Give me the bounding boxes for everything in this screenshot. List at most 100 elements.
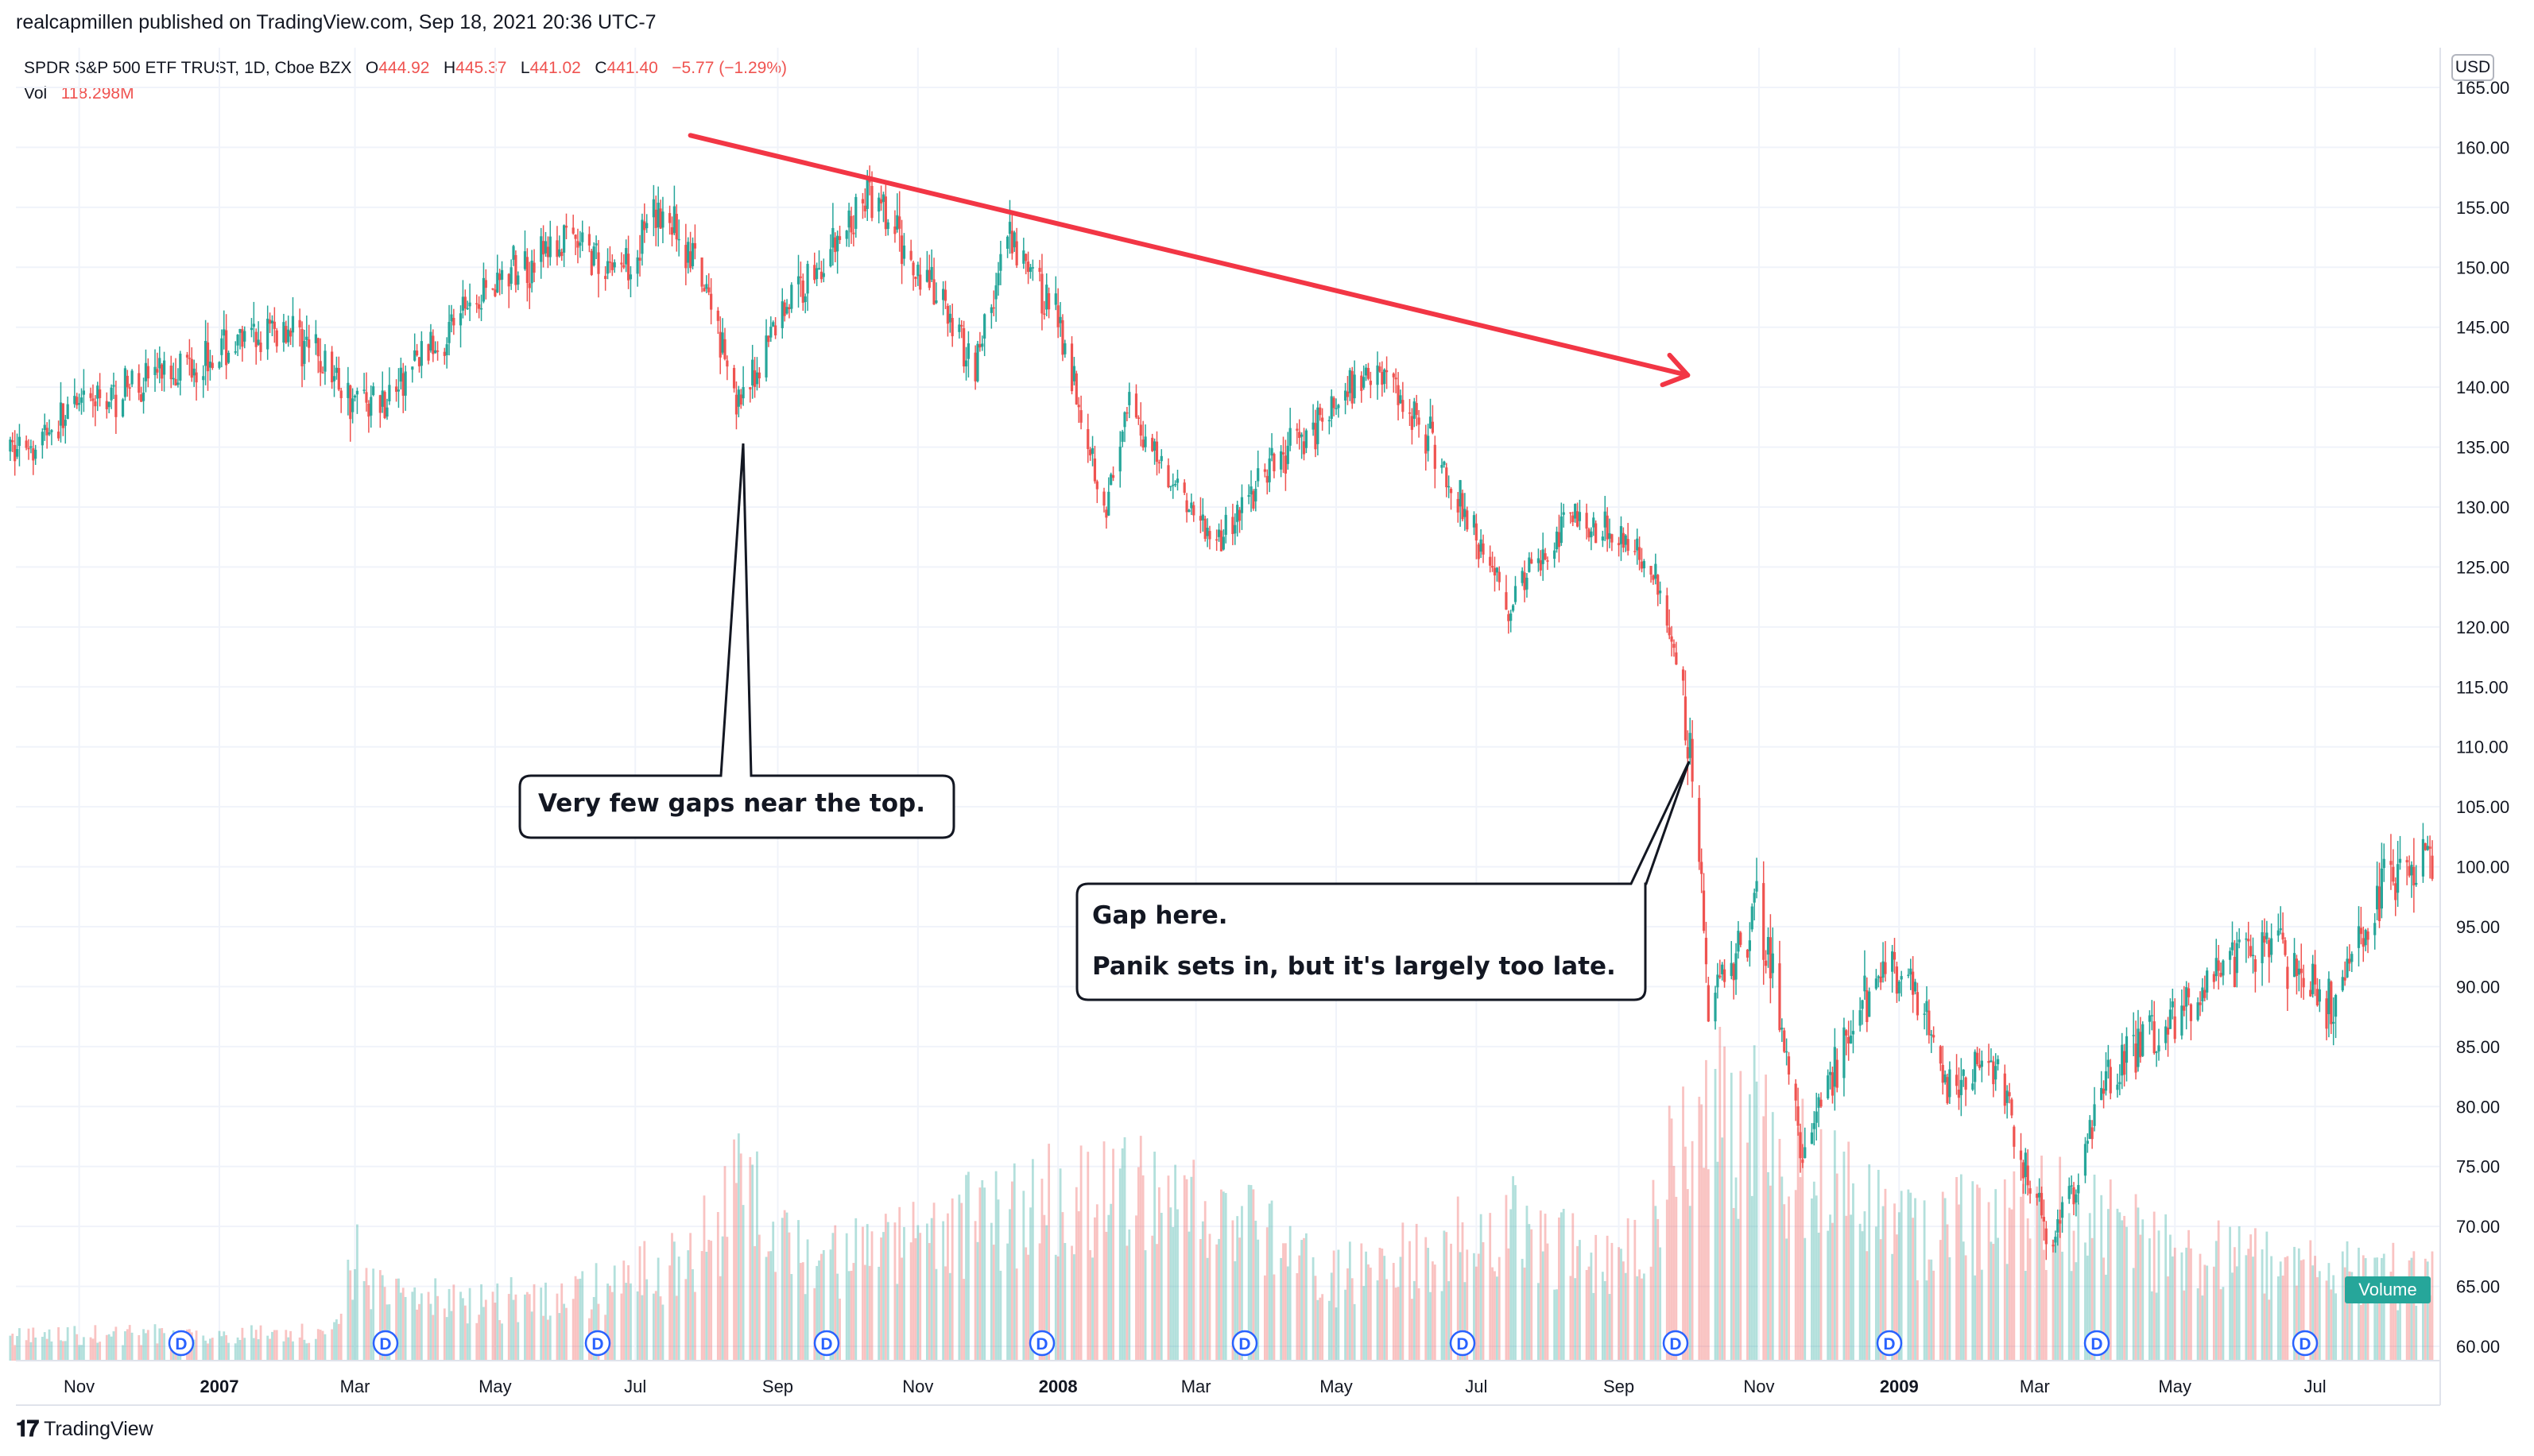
dividend-marker[interactable]: D <box>372 1330 399 1357</box>
volume-bar <box>2028 1238 2032 1361</box>
callout-gap-here-line1: Gap here. <box>1092 901 1228 930</box>
candle-body <box>491 288 494 290</box>
dividend-marker[interactable]: D <box>584 1330 611 1357</box>
volume-bar <box>1852 1183 1854 1361</box>
trendline-group[interactable] <box>688 133 1691 388</box>
candle-body <box>530 260 533 284</box>
candle-body <box>1040 273 1044 314</box>
volume-bar <box>947 1213 949 1361</box>
callout-gap-here[interactable]: Gap here. Panik sets in, but it's largel… <box>1075 761 1691 1001</box>
candle-body <box>525 257 529 284</box>
dividend-marker[interactable]: D <box>1876 1330 1903 1357</box>
candle-body <box>2408 865 2411 876</box>
volume-bar <box>1346 1268 1349 1361</box>
candle-body <box>2083 1144 2087 1176</box>
volume-bar <box>1976 1184 1978 1361</box>
candle-body <box>303 341 306 364</box>
candle-body <box>560 251 564 257</box>
vol-label[interactable]: Vol <box>24 84 48 103</box>
candle-body <box>29 446 33 448</box>
candle-body <box>1737 931 1740 952</box>
dividend-marker[interactable]: D <box>2292 1330 2319 1357</box>
volume-bar <box>66 1327 69 1361</box>
candle-body <box>1541 549 1544 564</box>
volume-bar <box>1783 1204 1786 1361</box>
volume-bar <box>1884 1188 1887 1361</box>
dividend-circle <box>1231 1330 1258 1357</box>
candle-body <box>943 289 947 301</box>
volume-bar <box>1128 1229 1131 1361</box>
candle-body <box>146 366 149 379</box>
candle-body <box>266 318 269 350</box>
volume-bar <box>1048 1144 1051 1361</box>
candle-body <box>1327 420 1331 422</box>
volume-bar <box>1247 1184 1250 1361</box>
dividend-label: D <box>1036 1335 1048 1353</box>
volume-bar <box>1183 1175 1186 1361</box>
symbol-legend: SPDR S&P 500 ETF TRUST, 1D, Cboe BZX O44… <box>24 56 787 106</box>
volume-bar <box>525 1291 529 1361</box>
volume-bar <box>1415 1223 1418 1361</box>
volume-bar <box>1105 1231 1108 1361</box>
time-tick-label: Jul <box>2303 1377 2326 1396</box>
dividend-marker[interactable]: D <box>2083 1330 2110 1357</box>
volume-bar <box>1560 1212 1563 1361</box>
candle-body <box>169 366 172 380</box>
volume-bar <box>337 1323 340 1361</box>
volume-bar <box>546 1319 549 1361</box>
volume-bar <box>1707 1169 1710 1361</box>
price-axis[interactable]: 165.00160.00155.00150.00145.00140.00135.… <box>2456 78 2509 1357</box>
callout-few-gaps[interactable]: Very few gaps near the top. <box>518 443 955 839</box>
volume-bar <box>852 1263 855 1361</box>
volume-bar <box>868 1265 871 1361</box>
time-axis[interactable]: Nov 2007 Mar May Jul Sep Nov 2008 Mar May Jul Sep No… <box>64 1377 2327 1396</box>
dividend-marker[interactable]: D <box>1662 1330 1689 1357</box>
volume-badge[interactable]: Volume <box>2345 1276 2431 1303</box>
volume-bar <box>882 1232 885 1361</box>
volume-bar <box>703 1195 706 1361</box>
volume-bar <box>2214 1241 2218 1361</box>
candle-body <box>1008 222 1012 234</box>
volume-bar <box>2330 1289 2333 1361</box>
low-value: 441.02 <box>529 59 581 77</box>
candle-body <box>976 343 979 381</box>
candle-body <box>1787 1056 1791 1075</box>
currency-label[interactable]: USD <box>2451 54 2494 81</box>
candle-body <box>579 242 582 246</box>
dividend-marker[interactable]: D <box>813 1330 840 1357</box>
volume-bar <box>2125 1226 2128 1361</box>
candle-body <box>2189 1004 2193 1021</box>
candle-body <box>1868 991 1871 1017</box>
volume-bar <box>1203 1201 1207 1361</box>
volume-bar <box>1466 1249 1469 1361</box>
candle-body <box>1031 267 1034 269</box>
volume-bar <box>510 1277 513 1361</box>
candle-body <box>1072 366 1076 381</box>
open-value: 444.92 <box>378 59 430 77</box>
dividend-marker[interactable]: D <box>1231 1330 1258 1357</box>
dividend-marker[interactable]: D <box>1449 1330 1476 1357</box>
candle-body <box>319 361 322 373</box>
volume-bar <box>14 1345 17 1361</box>
volume-bar <box>1624 1272 1627 1361</box>
candle-body <box>289 331 293 337</box>
downtrend-line[interactable] <box>688 133 1691 378</box>
volume-bar <box>1939 1240 1942 1361</box>
candle-body <box>1654 563 1657 579</box>
dividend-marker[interactable]: D <box>1029 1330 1056 1357</box>
candle-body <box>1895 966 1898 994</box>
volume-bar <box>1686 1189 1689 1361</box>
candle-body <box>1638 547 1641 560</box>
candle-body <box>367 403 370 417</box>
candle-body <box>2072 1187 2075 1205</box>
candle-body <box>1997 1059 2000 1065</box>
symbol-name[interactable]: SPDR S&P 500 ETF TRUST, 1D, Cboe BZX <box>24 59 352 77</box>
volume-bar <box>124 1331 126 1361</box>
volume-bar <box>1514 1185 1517 1361</box>
dividend-marker[interactable]: D <box>168 1330 195 1357</box>
volume-bar <box>1383 1256 1386 1361</box>
volume-bar <box>1523 1267 1526 1361</box>
candle-body <box>479 308 483 310</box>
